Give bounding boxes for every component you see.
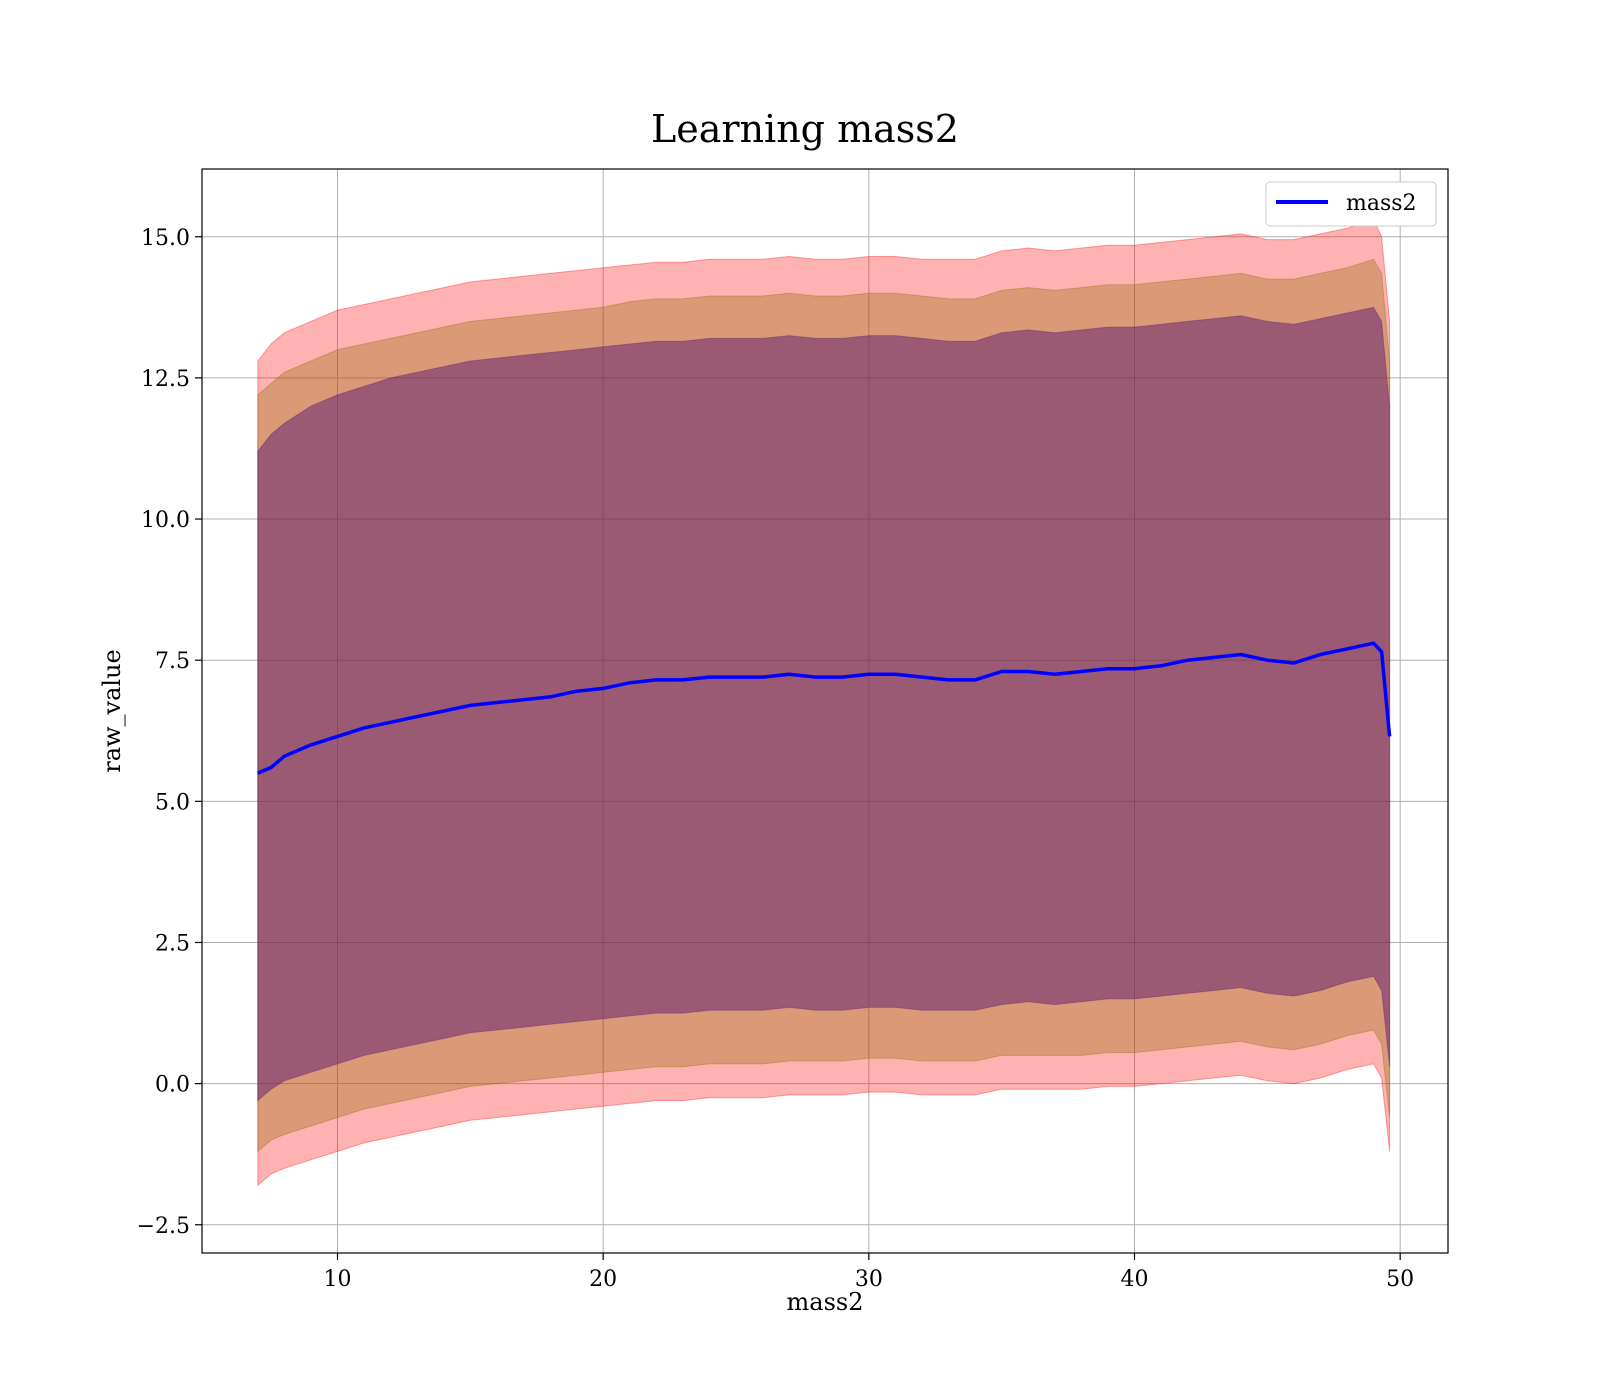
x-axis-label: mass2	[787, 1288, 864, 1316]
y-tick-label: 15.0	[141, 226, 190, 251]
x-axis-ticks: 10 20 30 40 50	[323, 1253, 1414, 1292]
plot-frame	[201, 168, 1449, 1254]
y-axis-label: raw_value	[98, 649, 126, 773]
legend-label: mass2	[1346, 191, 1417, 216]
y-tick-label: 12.5	[141, 367, 190, 392]
legend: mass2	[1265, 181, 1437, 227]
x-tick-label: 40	[1121, 1267, 1149, 1292]
confidence-bands	[257, 219, 1391, 1187]
y-axis-ticks: −2.5 0.0 2.5 5.0 7.5 10.0 12.5 15.0	[137, 226, 202, 1239]
x-tick-label: 50	[1386, 1267, 1414, 1292]
y-tick-label: 10.0	[141, 508, 190, 533]
y-tick-label: 0.0	[155, 1073, 190, 1098]
x-tick-label: 10	[323, 1267, 351, 1292]
band-inner	[257, 306, 1391, 1102]
legend-box	[1265, 181, 1437, 227]
y-tick-label: 2.5	[155, 931, 190, 956]
y-tick-label: 7.5	[155, 649, 190, 674]
series-lines	[257, 641, 1392, 775]
x-tick-label: 30	[855, 1267, 883, 1292]
chart-title: Learning mass2	[651, 107, 959, 151]
y-tick-label: −2.5	[137, 1214, 190, 1239]
y-tick-label: 5.0	[155, 790, 190, 815]
x-tick-label: 20	[589, 1267, 617, 1292]
series-line-mass2	[257, 641, 1392, 775]
